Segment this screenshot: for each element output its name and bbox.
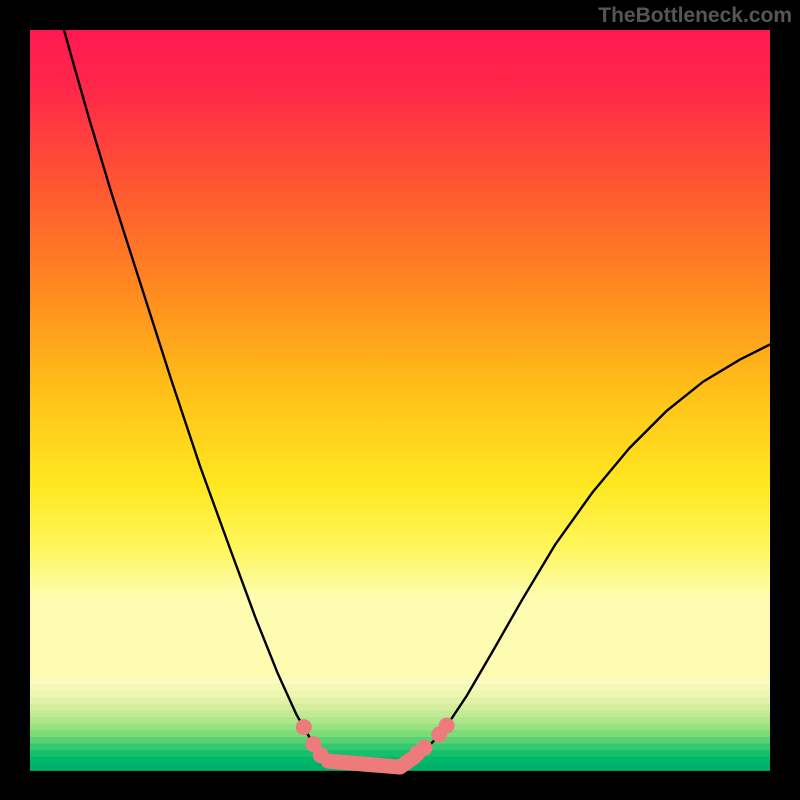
optimal-marker-dot [296,719,312,735]
chart-background-band [30,684,770,692]
watermark-text: TheBottleneck.com [598,4,792,28]
chart-background-band [30,691,770,699]
chart-background-band [30,737,770,745]
bottleneck-chart [0,0,800,800]
chart-background-band [30,730,770,738]
chart-background-band [30,717,770,725]
chart-background-band [30,704,770,712]
optimal-marker-dot [416,740,432,756]
chart-background-gradient [30,30,770,678]
chart-stage: TheBottleneck.com [0,0,800,800]
optimal-marker-dot [439,718,455,734]
chart-background-band [30,750,770,758]
chart-background-band [30,678,770,686]
chart-background-band [30,697,770,705]
chart-background-band [30,744,770,752]
optimal-marker-stroke [328,761,400,767]
chart-background-band [30,711,770,719]
chart-background-band [30,724,770,732]
